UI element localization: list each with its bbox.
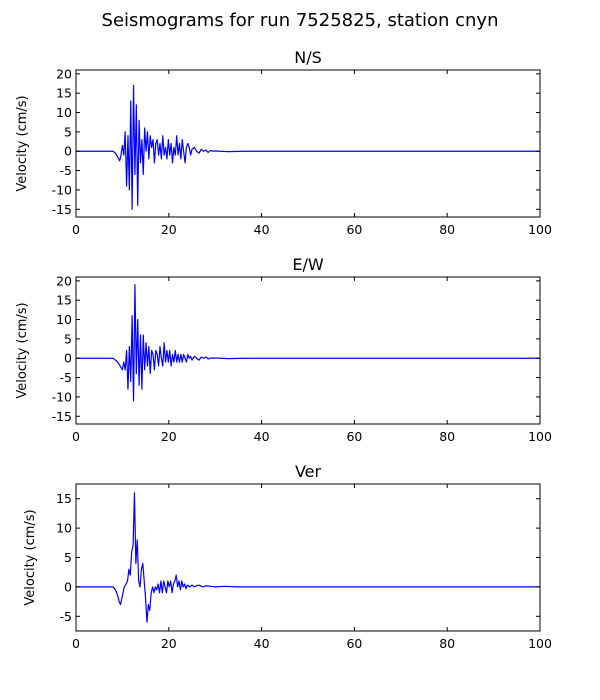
chart-1-ytick-label: 10 — [56, 105, 72, 120]
chart-2-ytick-label: 15 — [56, 293, 72, 308]
chart-1-ytick-label: 0 — [64, 144, 72, 159]
chart-2-ytick-label: -10 — [52, 389, 72, 404]
chart-1-ytick-label: 20 — [56, 66, 72, 81]
chart-2-xtick-label: 80 — [439, 429, 455, 444]
chart-2-ylabel: Velocity (cm/s) — [15, 302, 30, 398]
chart-3-ytick-label: 5 — [64, 550, 72, 565]
chart-3-title: Ver — [295, 462, 322, 481]
chart-2-title: E/W — [292, 255, 324, 274]
chart-2-trace — [76, 284, 540, 402]
chart-1-xtick-label: 40 — [254, 222, 270, 237]
chart-2-ytick-label: 5 — [64, 331, 72, 346]
chart-2-ytick-label: 20 — [56, 273, 72, 288]
chart-2-xtick-label: 0 — [72, 429, 80, 444]
chart-1-trace — [76, 84, 540, 210]
chart-1-xtick-label: 80 — [439, 222, 455, 237]
chart-2-xtick-label: 60 — [346, 429, 362, 444]
chart-1-xtick-label: 0 — [72, 222, 80, 237]
figure-title: Seismograms for run 7525825, station cny… — [101, 10, 499, 31]
chart-3-ytick-label: 15 — [56, 491, 72, 506]
chart-1-title: N/S — [294, 48, 322, 67]
chart-1-ylabel: Velocity (cm/s) — [15, 95, 30, 191]
chart-2-xtick-label: 40 — [254, 429, 270, 444]
chart-2-ytick-label: -15 — [52, 409, 72, 424]
chart-3-xtick-label: 80 — [439, 636, 455, 651]
chart-2-ytick-label: -5 — [60, 370, 72, 385]
chart-1-xtick-label: 20 — [161, 222, 177, 237]
chart-3-xtick-label: 60 — [346, 636, 362, 651]
chart-3-frame — [75, 483, 541, 632]
chart-2-xtick-label: 100 — [528, 429, 552, 444]
chart-1-ytick-label: -15 — [52, 202, 72, 217]
chart-3-ylabel: Velocity (cm/s) — [23, 509, 38, 605]
chart-1-frame — [75, 69, 541, 218]
chart-1-ytick-label: 5 — [64, 124, 72, 139]
chart-1-xtick-label: 60 — [346, 222, 362, 237]
chart-2-xtick-label: 20 — [161, 429, 177, 444]
chart-1-xtick-label: 100 — [528, 222, 552, 237]
chart-3-ytick-label: -5 — [60, 609, 72, 624]
chart-3-ytick-label: 10 — [56, 521, 72, 536]
chart-3-trace — [76, 492, 540, 623]
chart-1-ytick-label: -5 — [60, 163, 72, 178]
chart-2-frame — [75, 276, 541, 425]
chart-3-xtick-label: 40 — [254, 636, 270, 651]
chart-3-ytick-label: 0 — [64, 579, 72, 594]
chart-2-ytick-label: 10 — [56, 312, 72, 327]
chart-3-xtick-label: 0 — [72, 636, 80, 651]
chart-1-ytick-label: -10 — [52, 182, 72, 197]
chart-2-ytick-label: 0 — [64, 351, 72, 366]
chart-3-xtick-label: 20 — [161, 636, 177, 651]
chart-3-xtick-label: 100 — [528, 636, 552, 651]
chart-1-ytick-label: 15 — [56, 86, 72, 101]
chart-2: E/W Velocity (cm/s) 0 20 40 60 80 100 -15 -10 -5 0 5… — [15, 255, 552, 444]
chart-1: N/S Velocity (cm/s) 0 20 40 60 80 100 -15 -10 -5 0 5… — [15, 48, 552, 237]
